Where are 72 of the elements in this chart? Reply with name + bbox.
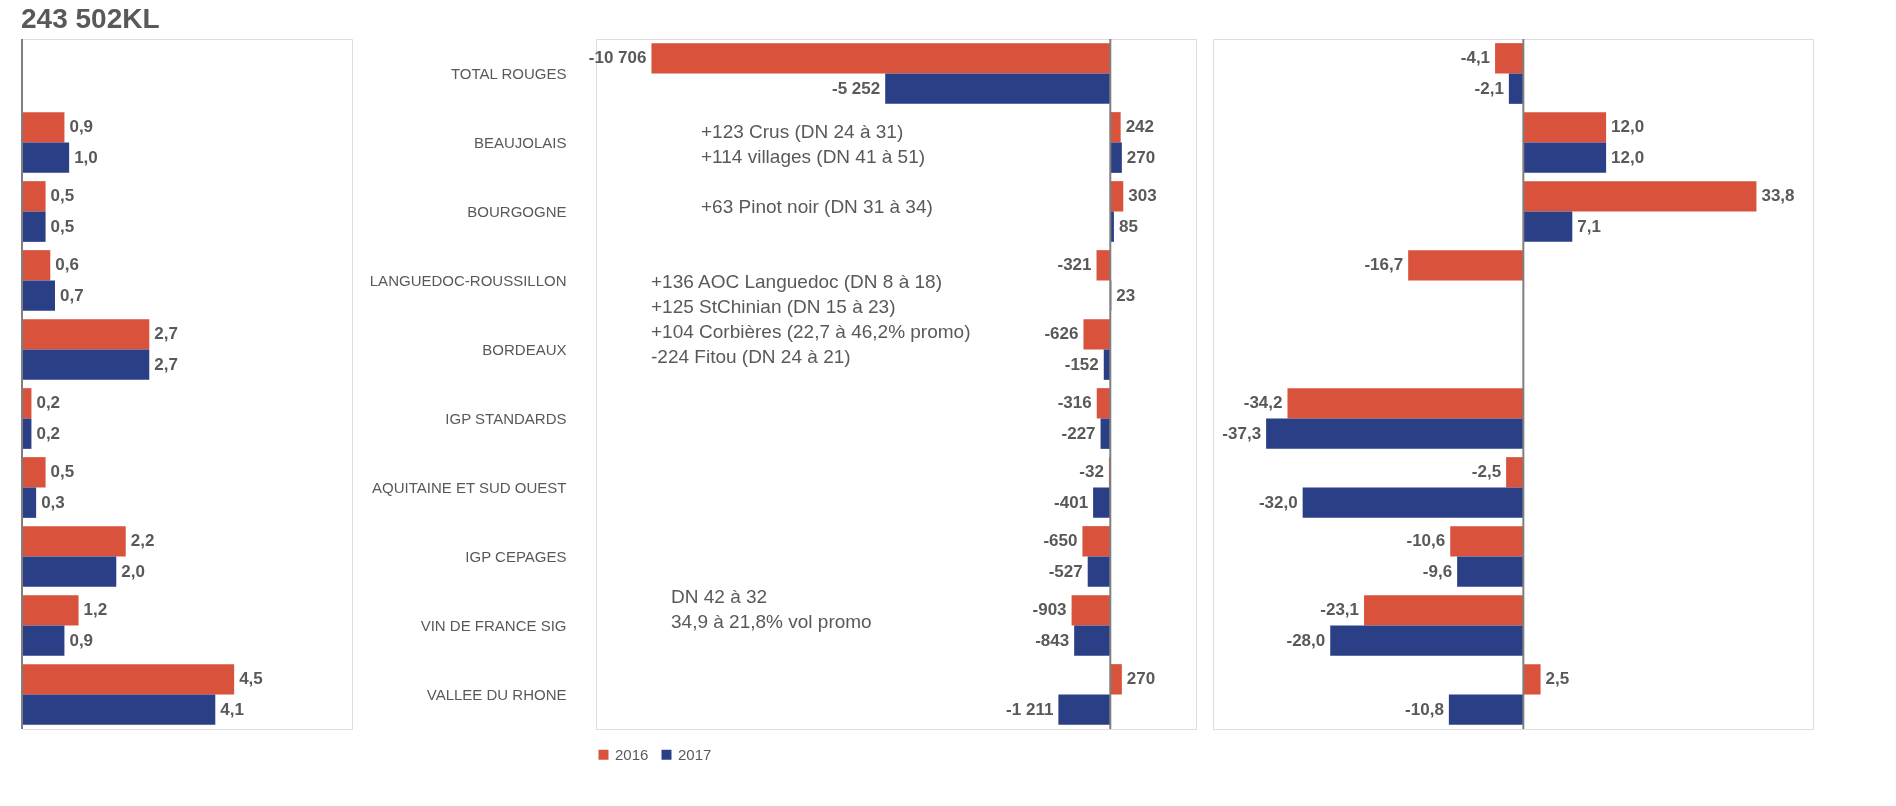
data-label: -28,0 [1286, 630, 1326, 650]
data-label: -152 [1064, 354, 1099, 374]
data-label: -32 [1079, 462, 1104, 482]
data-label: 1,0 [74, 147, 98, 167]
annotation: +63 Pinot noir (DN 31 à 34) [701, 196, 933, 217]
data-label: -843 [1035, 630, 1070, 650]
data-label: 0,9 [69, 117, 94, 137]
data-label: -1 211 [1006, 699, 1054, 719]
y-tick-label: IGP STANDARDS [445, 409, 567, 427]
y-tick-label: TOTAL ROUGES [450, 64, 567, 82]
data-label: 33,8 [1761, 186, 1795, 206]
y-tick-label: BOURGOGNE [467, 202, 567, 220]
chart-title: 243 502KL [21, 3, 160, 34]
data-label: -32,0 [1258, 492, 1298, 512]
y-tick-label: IGP CEPAGES [465, 547, 567, 565]
data-label: 270 [1126, 669, 1156, 689]
data-label: -903 [1032, 600, 1067, 620]
data-label: 0,7 [60, 285, 84, 305]
data-label: -650 [1043, 531, 1078, 551]
data-label: 0,5 [50, 186, 75, 206]
data-label: -37,3 [1222, 423, 1262, 443]
data-label: 242 [1125, 117, 1155, 137]
data-label: -401 [1054, 492, 1089, 512]
data-label: 0,2 [36, 423, 61, 443]
data-label: 0,5 [50, 216, 75, 236]
data-label: -34,2 [1243, 393, 1283, 413]
data-label: -16,7 [1364, 255, 1404, 275]
data-label: 0,2 [36, 393, 61, 413]
legend-label: 2017 [678, 745, 712, 763]
y-tick-label: VIN DE FRANCE SIG [420, 616, 567, 634]
annotation: +123 Crus (DN 24 à 31) +114 villages (DN 41 à 51) [701, 121, 926, 167]
y-tick-label: VALLEE DU RHONE [426, 685, 567, 703]
data-label: -23,1 [1320, 600, 1360, 620]
data-label: 2,5 [1545, 669, 1570, 689]
data-label: 2,0 [121, 561, 145, 581]
data-label: 4,5 [239, 669, 263, 689]
data-label: -2,5 [1471, 462, 1502, 482]
data-label: -626 [1044, 324, 1079, 344]
data-label: -10,6 [1406, 531, 1446, 551]
data-label: 0,5 [50, 462, 75, 482]
data-label: 0,9 [69, 630, 94, 650]
data-label: 2,7 [154, 324, 178, 344]
data-label: 12,0 [1611, 117, 1645, 137]
data-label: 0,3 [41, 492, 65, 512]
data-label: -316 [1057, 393, 1092, 413]
data-label: 4,1 [220, 699, 244, 719]
annotation: DN 42 à 32 34,9 à 21,8% vol promo [671, 586, 872, 632]
y-tick-label: LANGUEDOC-ROUSSILLON [369, 271, 567, 289]
data-label: 270 [1126, 147, 1156, 167]
data-label: 12,0 [1611, 147, 1645, 167]
data-label: 85 [1118, 216, 1138, 236]
y-tick-label: BEAUJOLAIS [473, 133, 567, 151]
data-label: 7,1 [1577, 216, 1601, 236]
y-tick-label: BORDEAUX [482, 340, 567, 358]
data-label: -9,6 [1422, 561, 1453, 581]
data-label: 23 [1116, 285, 1136, 305]
data-label: -2,1 [1474, 78, 1504, 98]
legend-label: 2016 [615, 745, 649, 763]
data-label: 303 [1128, 186, 1157, 206]
data-label: 2,7 [154, 354, 178, 374]
data-label: -227 [1061, 423, 1096, 443]
data-label: 1,2 [83, 600, 108, 620]
annotation: +136 AOC Languedoc (DN 8 à 18) +125 StChinian (DN 15 à 23) +104 Corbières (22,7 à 46,2% promo) -224 Fitou (DN 24 à 21) [651, 271, 971, 367]
data-label: 2,2 [130, 531, 155, 551]
data-label: -10 706 [588, 48, 647, 68]
data-label: -4,1 [1460, 48, 1491, 68]
data-label: -5 252 [832, 78, 881, 98]
data-label: -321 [1057, 255, 1092, 275]
data-label: -527 [1048, 561, 1083, 581]
data-label: 0,6 [55, 255, 79, 275]
data-label: -10,8 [1405, 699, 1444, 719]
y-tick-label: AQUITAINE ET SUD OUEST [372, 478, 567, 496]
